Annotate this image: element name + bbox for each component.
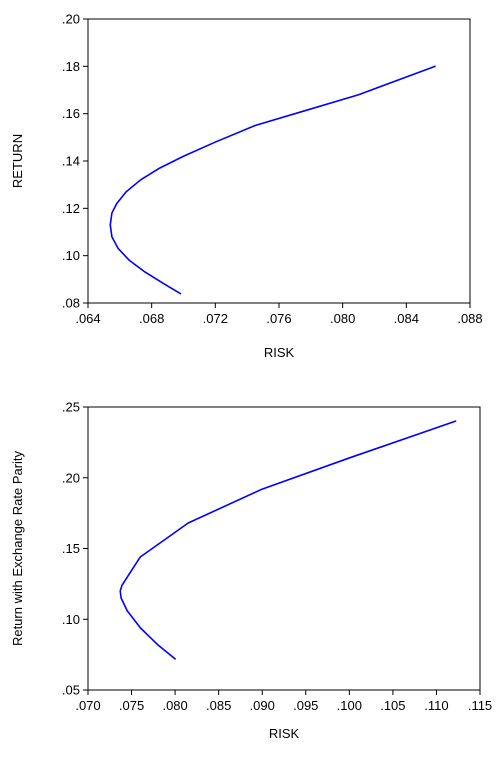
y-tick-label: .10 — [62, 248, 80, 263]
x-tick-label: .076 — [266, 311, 291, 326]
x-tick-label: .080 — [162, 698, 187, 713]
plot-frame — [87, 406, 481, 691]
y-tick-label: .08 — [62, 296, 80, 311]
x-tick-label: .085 — [206, 698, 231, 713]
series-line — [119, 420, 457, 660]
y-tick-label: .14 — [62, 154, 80, 169]
x-tick-label: .090 — [250, 698, 275, 713]
x-tick-label: .105 — [380, 698, 405, 713]
x-tick-label: .084 — [394, 311, 419, 326]
y-axis-label: RETURN — [10, 134, 25, 188]
x-tick-label: .110 — [424, 698, 448, 713]
x-tick-label: .080 — [330, 311, 355, 326]
x-axis-label: RISK — [269, 726, 300, 741]
y-tick-label: .20 — [62, 470, 80, 485]
x-tick-label: .064 — [75, 311, 100, 326]
chart-return-vs-risk: .064 .068 .072 .076 .080 .084 .088 .08 .10 .12 .14… — [10, 12, 483, 361]
y-tick-label: .05 — [62, 683, 80, 698]
chart-return-exchange-rate-parity-vs-risk: .070 .075 .080 .085 .090 .095 .100 .105 .110 .115… — [10, 400, 492, 742]
x-tick-label: .115 — [468, 698, 492, 713]
x-tick-label: .100 — [337, 698, 362, 713]
y-tick-label: .16 — [62, 106, 80, 121]
x-tick-label: .095 — [293, 698, 318, 713]
plot-frame — [87, 18, 471, 304]
y-tick-label: .20 — [62, 12, 80, 27]
x-tick-label: .072 — [203, 311, 228, 326]
x-axis-label: RISK — [264, 345, 295, 360]
x-tick-label: .088 — [457, 311, 482, 326]
x-tick-label: .068 — [139, 311, 164, 326]
y-tick-label: .12 — [62, 201, 80, 216]
y-axis-label: Return with Exchange Rate Parity — [10, 450, 25, 646]
y-tick-label: .25 — [62, 400, 80, 415]
y-tick-label: .15 — [62, 541, 80, 556]
y-tick-label: .18 — [62, 59, 80, 74]
y-tick-label: .10 — [62, 612, 80, 627]
x-tick-label: .070 — [75, 698, 100, 713]
series-line — [109, 65, 436, 295]
x-tick-label: .075 — [119, 698, 144, 713]
